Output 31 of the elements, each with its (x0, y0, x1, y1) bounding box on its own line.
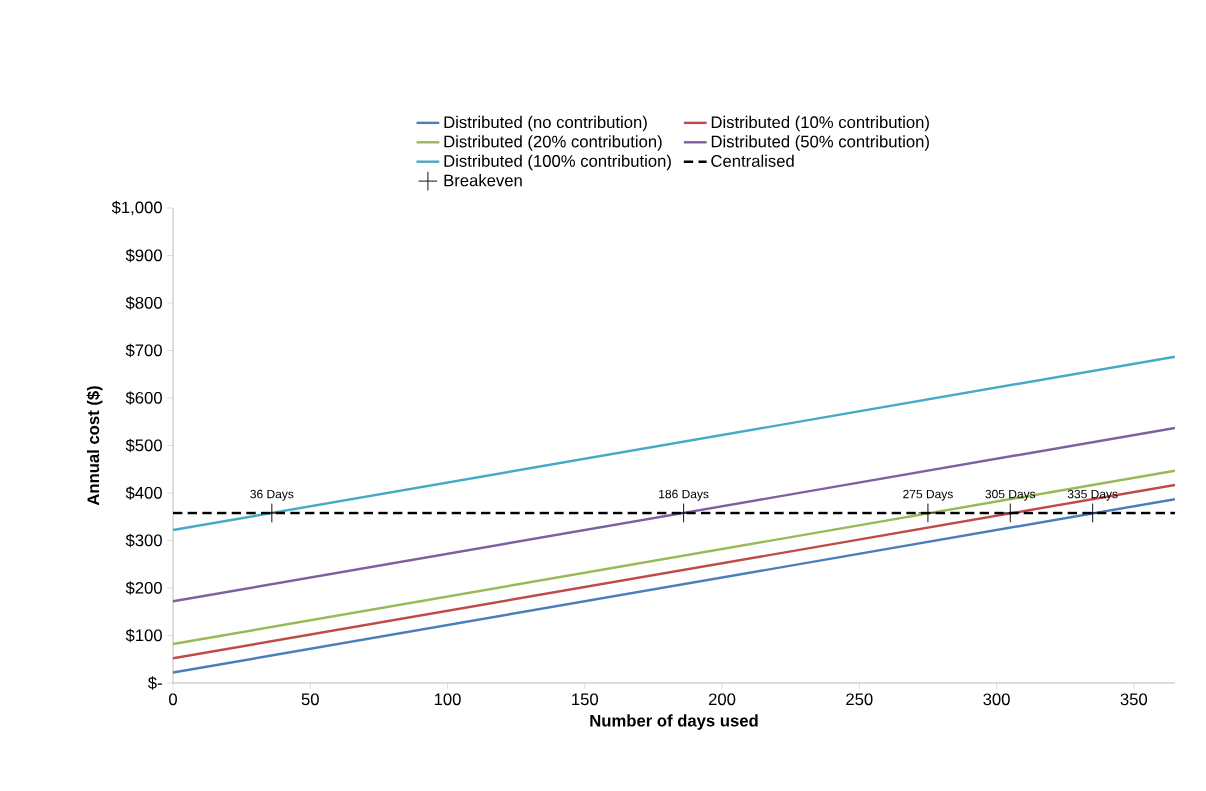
legend-label: Centralised (711, 154, 794, 167)
annotation: 186 Days (659, 489, 709, 501)
legend-label: Distributed (no contribution) (444, 115, 647, 132)
y-tick-label: $300 (125, 533, 162, 548)
legend-label: Distributed (50% contribution) (711, 135, 929, 151)
y-tick-label: $500 (125, 438, 162, 453)
annotation: 36 Days (250, 489, 294, 501)
x-axis-title: Number of days used (590, 714, 758, 730)
annotation: 275 Days (903, 489, 953, 501)
legend-label: Distributed (10% contribution) (711, 115, 929, 132)
x-tick-label: 200 (708, 693, 736, 706)
legend-label: Distributed (100% contribution) (444, 154, 671, 171)
legend-label: Breakeven (444, 174, 522, 187)
x-tick-label: 350 (1120, 693, 1148, 706)
y-tick-label: $100 (125, 628, 162, 643)
legend-label: Distributed (20% contribution) (444, 135, 662, 151)
y-tick-label: $1,000 (111, 200, 162, 216)
y-tick-label: $700 (125, 343, 162, 358)
y-tick-label: $400 (125, 486, 162, 500)
x-tick-label: 100 (434, 693, 461, 706)
y-tick-label: $200 (125, 581, 162, 595)
y-tick-label: $600 (125, 391, 162, 405)
x-tick-label: 50 (301, 693, 319, 706)
x-tick-label: 250 (846, 693, 873, 706)
y-tick-label: $900 (125, 248, 162, 263)
y-tick-label: $- (147, 676, 162, 690)
y-axis-title: Annual cost ($) (86, 386, 103, 506)
x-tick-label: 300 (983, 693, 1010, 706)
x-tick-label: 150 (572, 693, 599, 706)
x-tick-label: 0 (169, 693, 177, 706)
y-tick-label: $800 (125, 296, 162, 310)
